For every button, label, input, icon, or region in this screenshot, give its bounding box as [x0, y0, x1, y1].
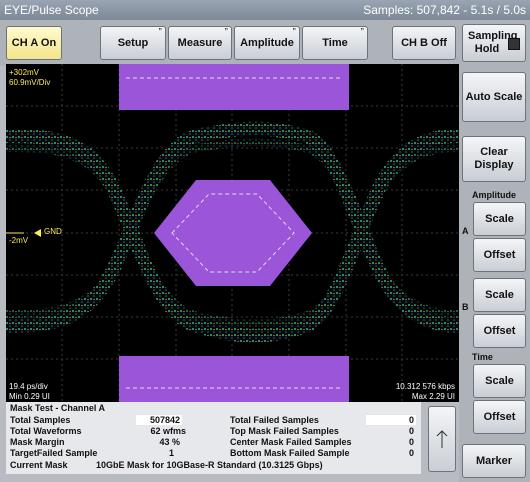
mask-test-title: Mask Test - Channel A	[10, 403, 106, 413]
corner-mark-icon: ”	[360, 28, 365, 35]
ch-a-on-button[interactable]: CH A On	[6, 26, 62, 60]
amplitude-a-scale-button[interactable]: Scale	[473, 202, 526, 236]
table-value: 0	[408, 448, 414, 458]
hold-indicator-icon	[508, 38, 520, 50]
table-label: Total Waveforms	[10, 426, 82, 436]
gnd-label: GND	[44, 227, 62, 236]
scale-label: Scale	[485, 212, 514, 225]
channel-a-label: A	[462, 226, 469, 236]
clear-display-button[interactable]: Clear Display	[462, 136, 526, 182]
current-mask-label: Current Mask	[10, 460, 68, 470]
offset-label: -2mV	[9, 236, 29, 245]
amplitude-b-offset-button[interactable]: Offset	[473, 314, 526, 348]
toolbar: CH A On Setup” Measure” Amplitude” Time”…	[0, 20, 530, 66]
measure-label: Measure	[177, 36, 223, 49]
table-value: 507842	[136, 415, 182, 425]
corner-mark-icon: ”	[158, 28, 163, 35]
table-label: TargetFailed Sample	[10, 448, 98, 458]
table-label: Center Mask Failed Samples	[230, 437, 352, 447]
amplitude-b-scale-button[interactable]: Scale	[473, 278, 526, 312]
eye-traces	[6, 121, 459, 343]
volts-per-div-label: 60.9mV/Div	[9, 78, 51, 87]
table-value: 1	[168, 448, 174, 458]
amplitude-a-offset-button[interactable]: Offset	[473, 238, 526, 272]
offset-label: Offset	[483, 248, 516, 261]
max-ui-label: Max 2.29 UI	[411, 392, 455, 401]
center-mask	[154, 180, 312, 286]
scale-label: Scale	[485, 288, 514, 301]
setup-label: Setup	[117, 36, 149, 49]
time-offset-button[interactable]: Offset	[473, 400, 526, 434]
up-arrow-icon	[436, 430, 448, 448]
clear-display-label: Clear Display	[474, 146, 514, 171]
marker-label: Marker	[475, 454, 513, 467]
top-volts-label: +302mV	[9, 68, 40, 77]
min-ui-label: Min 0.29 UI	[9, 392, 50, 401]
setup-button[interactable]: Setup ”	[100, 26, 166, 60]
table-label: Bottom Mask Failed Sample	[230, 448, 350, 458]
amplitude-label: Amplitude	[240, 36, 294, 49]
bit-rate-label: 10.312 576 kbps	[395, 382, 455, 391]
marker-button[interactable]: Marker	[462, 444, 526, 478]
auto-scale-button[interactable]: Auto Scale	[462, 72, 526, 122]
table-label: Top Mask Failed Samples	[230, 426, 339, 436]
table-value: 0	[408, 426, 414, 436]
top-mask	[119, 64, 349, 110]
table-value: 0	[366, 415, 416, 425]
corner-mark-icon: ”	[292, 28, 297, 35]
corner-mark-icon: ”	[224, 28, 229, 35]
samples-status: Samples: 507,842 - 5.1s / 5.0s	[363, 3, 526, 17]
auto-scale-label: Auto Scale	[465, 90, 523, 103]
scale-label: Scale	[485, 374, 514, 387]
eye-diagram-display[interactable]: +302mV 60.9mV/Div GND -2mV 19.4 ps/div M…	[6, 64, 459, 402]
table-value: 0	[408, 437, 414, 447]
eye-diagram-plot	[6, 64, 459, 402]
table-value: 43 %	[159, 437, 180, 447]
amplitude-section-label: Amplitude	[472, 190, 516, 200]
measure-button[interactable]: Measure”	[168, 26, 232, 60]
channel-b-label: B	[462, 302, 469, 312]
ch-a-label: CH A On	[11, 36, 57, 49]
time-scale-button[interactable]: Scale	[473, 364, 526, 398]
ch-b-label: CH B Off	[401, 36, 447, 49]
table-label: Total Failed Samples	[230, 415, 319, 425]
table-value: 62 wfms	[150, 426, 186, 436]
title-bar: EYE/Pulse Scope Samples: 507,842 - 5.1s …	[0, 0, 530, 20]
time-button[interactable]: Time ”	[302, 26, 368, 60]
ch-b-off-button[interactable]: CH B Off	[392, 26, 456, 60]
table-label: Total Samples	[10, 415, 71, 425]
bottom-mask	[119, 356, 349, 402]
app-title: EYE/Pulse Scope	[4, 3, 99, 17]
sampling-hold-label: Sampling Hold	[468, 30, 518, 55]
time-per-div-label: 19.4 ps/div	[9, 382, 48, 391]
table-label: Mask Margin	[10, 437, 65, 447]
current-mask-value: 10GbE Mask for 10GBase-R Standard (10.31…	[96, 460, 323, 470]
amplitude-button[interactable]: Amplitude”	[234, 26, 300, 60]
gnd-marker-icon	[34, 229, 41, 237]
offset-label: Offset	[483, 410, 516, 423]
time-section-label: Time	[472, 352, 493, 362]
time-label: Time	[322, 36, 348, 49]
mask-test-table: Mask Test - Channel A Total Samples 5078…	[6, 402, 421, 474]
offset-label: Offset	[483, 324, 516, 337]
right-control-panel: Auto Scale Clear Display Amplitude A Sca…	[459, 64, 530, 482]
sampling-hold-button[interactable]: Sampling Hold	[462, 24, 526, 62]
scroll-up-button[interactable]	[428, 406, 456, 472]
